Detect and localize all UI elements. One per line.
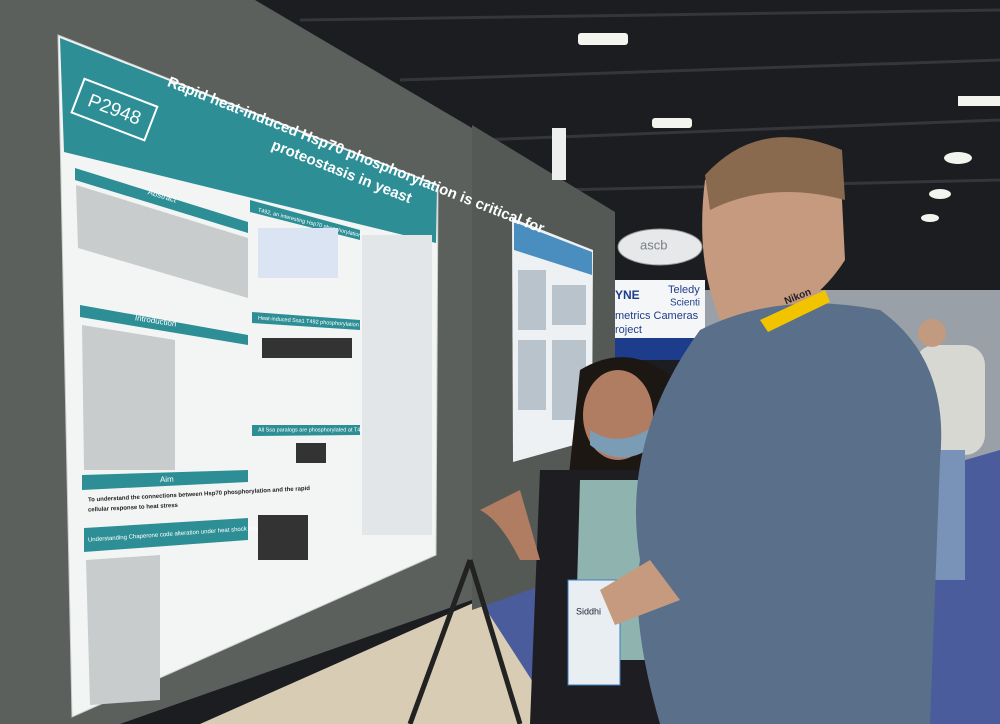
ceiling-lights: [578, 33, 1000, 222]
banner-text: YNE: [615, 288, 640, 302]
lanyard: [760, 290, 830, 332]
right-column: [362, 235, 432, 535]
banner: [615, 280, 705, 340]
brand-text: Teledy: [668, 284, 700, 296]
section-band: [252, 425, 360, 436]
figure: [258, 228, 338, 278]
section-heading: All Ssa paralogs are phosphorylated at T…: [258, 427, 366, 433]
aim-text: cellular response to heat stress: [88, 503, 179, 514]
left-column: Abstract Introduction Aim To understand …: [75, 168, 310, 705]
badge-name: Siddhi: [576, 606, 601, 616]
easel: [407, 559, 523, 724]
banner-band: [615, 338, 705, 360]
section-band: [80, 305, 248, 345]
blot: [296, 443, 326, 463]
section-band: [84, 518, 248, 552]
section-band: [82, 470, 248, 490]
sign-disc: [617, 228, 703, 266]
board-tag: [552, 128, 566, 180]
section-band: [75, 168, 248, 233]
poster-header: [514, 222, 592, 275]
bystander-head: [918, 319, 946, 347]
blot: [258, 515, 308, 560]
blot: [262, 338, 352, 358]
poster-figures: [518, 270, 586, 420]
section-heading: Aim: [160, 475, 174, 484]
brand-text: Scienti: [670, 298, 700, 309]
banner-text: roject: [615, 324, 642, 336]
poster-header: [60, 38, 437, 243]
id-box: [70, 77, 159, 142]
man: Nikon: [600, 137, 942, 724]
text-lines: [76, 185, 248, 705]
section-band: [252, 312, 360, 330]
banner-text: metrics Cameras: [615, 310, 699, 322]
floor: [200, 600, 560, 724]
sign-text: ascb: [640, 237, 667, 252]
